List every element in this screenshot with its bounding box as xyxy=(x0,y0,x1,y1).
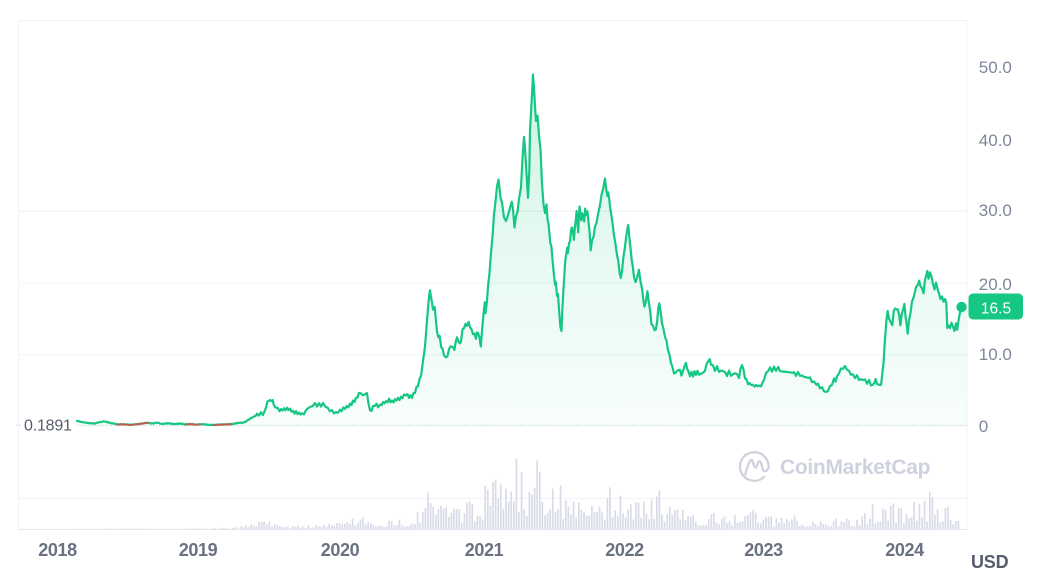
svg-text:2019: 2019 xyxy=(179,540,218,560)
svg-text:2021: 2021 xyxy=(465,540,504,560)
svg-text:CoinMarketCap: CoinMarketCap xyxy=(780,456,930,479)
svg-text:2020: 2020 xyxy=(321,540,360,560)
svg-text:2022: 2022 xyxy=(605,540,644,560)
svg-text:2023: 2023 xyxy=(744,540,783,560)
svg-text:0.1891: 0.1891 xyxy=(24,418,72,435)
svg-text:10.0: 10.0 xyxy=(979,345,1012,364)
svg-text:30.0: 30.0 xyxy=(979,201,1012,220)
svg-text:2018: 2018 xyxy=(38,540,77,560)
svg-text:20.0: 20.0 xyxy=(979,275,1012,294)
svg-text:16.5: 16.5 xyxy=(981,301,1011,318)
svg-text:50.0: 50.0 xyxy=(979,58,1012,77)
svg-text:USD: USD xyxy=(971,552,1009,572)
svg-text:0: 0 xyxy=(979,417,988,436)
svg-text:2024: 2024 xyxy=(885,540,924,560)
svg-text:40.0: 40.0 xyxy=(979,131,1012,150)
